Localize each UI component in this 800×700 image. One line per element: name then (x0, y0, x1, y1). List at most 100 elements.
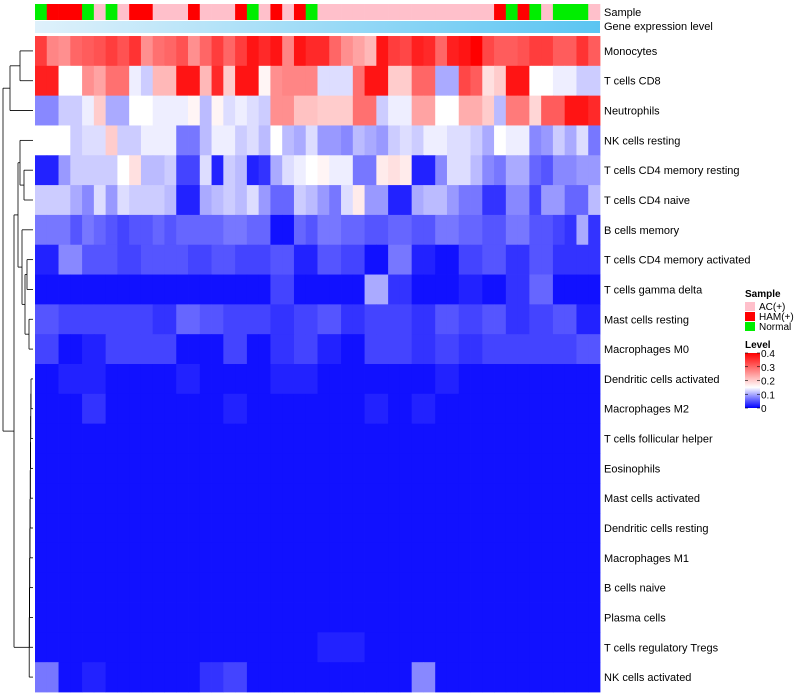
heatmap-cell (588, 602, 601, 633)
heatmap-cell (188, 513, 201, 544)
heatmap-cell (446, 155, 460, 186)
heatmap-cell (211, 632, 224, 663)
heatmap-cell (446, 185, 460, 216)
heatmap-cell (517, 602, 530, 633)
heatmap-cell (541, 185, 554, 216)
heatmap-cell (364, 393, 377, 425)
heatmap-cell (482, 155, 495, 186)
heatmap-cell (364, 274, 377, 305)
heatmap-cell (329, 36, 342, 67)
heatmap-cell (58, 453, 71, 484)
sample-annotation-cell (246, 4, 259, 20)
heatmap-cell (211, 95, 224, 126)
heatmap-cell (164, 304, 177, 335)
heatmap-cell (423, 95, 436, 126)
heatmap-cell (376, 393, 389, 425)
heatmap-cell (505, 155, 519, 186)
heatmap-cell (470, 185, 483, 216)
heatmap-cell (270, 304, 283, 335)
sample-annotation-cell (376, 4, 389, 20)
heatmap-cell (129, 36, 142, 67)
heatmap-cell (152, 483, 165, 514)
row-label: Macrophages M0 (604, 344, 689, 356)
heatmap-cell (411, 513, 424, 544)
heatmap-cell (482, 214, 495, 246)
heatmap-cell (458, 423, 471, 454)
heatmap-cell (58, 632, 71, 663)
heatmap-cell (317, 304, 330, 335)
heatmap-cell (435, 513, 448, 544)
heatmap-cell (235, 393, 248, 425)
heatmap-cell (505, 95, 519, 126)
heatmap-cell (305, 393, 318, 425)
heatmap-cell (364, 125, 377, 156)
heatmap-cell (317, 185, 330, 216)
heatmap-cell (58, 423, 71, 454)
heatmap-cell (199, 36, 212, 67)
heatmap-cell (58, 95, 71, 126)
heatmap-cell (529, 483, 542, 514)
heatmap-cell (282, 155, 295, 186)
heatmap-cell (470, 65, 483, 97)
heatmap-cell (329, 393, 342, 425)
row-label: Macrophages M1 (604, 553, 689, 565)
heatmap-cell (211, 334, 224, 365)
heatmap-cell (588, 304, 601, 335)
heatmap-cell (317, 572, 330, 603)
heatmap-cell (176, 36, 189, 67)
heatmap-cell (140, 65, 154, 97)
heatmap-cell (470, 423, 483, 454)
heatmap-cell (258, 364, 271, 395)
heatmap-cell (494, 662, 507, 693)
heatmap-cell (411, 125, 424, 156)
heatmap-cell (293, 155, 307, 186)
heatmap-cell (470, 214, 483, 246)
heatmap-cell (494, 125, 507, 156)
heatmap-cell (376, 572, 389, 603)
heatmap-cell (458, 334, 471, 365)
heatmap-cell (93, 274, 107, 305)
heatmap-cell (517, 572, 530, 603)
heatmap-cell (140, 274, 154, 305)
heatmap-cell (164, 393, 177, 425)
heatmap-cell (541, 632, 554, 663)
heatmap-cell (46, 36, 59, 67)
heatmap-cell (564, 542, 577, 574)
heatmap-cell (435, 125, 448, 156)
sample-annotation-cell (470, 4, 483, 20)
heatmap-cell (399, 483, 413, 514)
heatmap-cell (70, 185, 83, 216)
heatmap-cell (352, 483, 365, 514)
heatmap-cell (211, 36, 224, 67)
heatmap-cell (211, 453, 224, 484)
heatmap-cell (46, 483, 59, 514)
heatmap-cell (105, 393, 118, 425)
heatmap-cell (576, 274, 589, 305)
heatmap-cell (140, 304, 154, 335)
heatmap-cell (270, 185, 283, 216)
heatmap-cell (376, 244, 389, 275)
heatmap-cell (352, 423, 365, 454)
heatmap-cell (423, 274, 436, 305)
heatmap-cell (305, 602, 318, 633)
heatmap-cell (140, 393, 154, 425)
heatmap-cell (341, 125, 354, 156)
heatmap-cell (117, 364, 130, 395)
heatmap-cell (270, 334, 283, 365)
heatmap-cell (140, 185, 154, 216)
heatmap-cell (211, 214, 224, 246)
heatmap-cell (494, 542, 507, 574)
heatmap-cell (482, 304, 495, 335)
heatmap-cell (423, 513, 436, 544)
heatmap-cell (246, 185, 260, 216)
heatmap-cell (235, 125, 248, 156)
heatmap-cell (341, 155, 354, 186)
heatmap-cell (46, 244, 59, 275)
heatmap-cell (388, 214, 401, 246)
heatmap-cell (199, 304, 212, 335)
heatmap-cell (293, 572, 307, 603)
heatmap-cell (482, 572, 495, 603)
heatmap-cell (176, 572, 189, 603)
heatmap-cell (282, 95, 295, 126)
heatmap-cell (305, 244, 318, 275)
